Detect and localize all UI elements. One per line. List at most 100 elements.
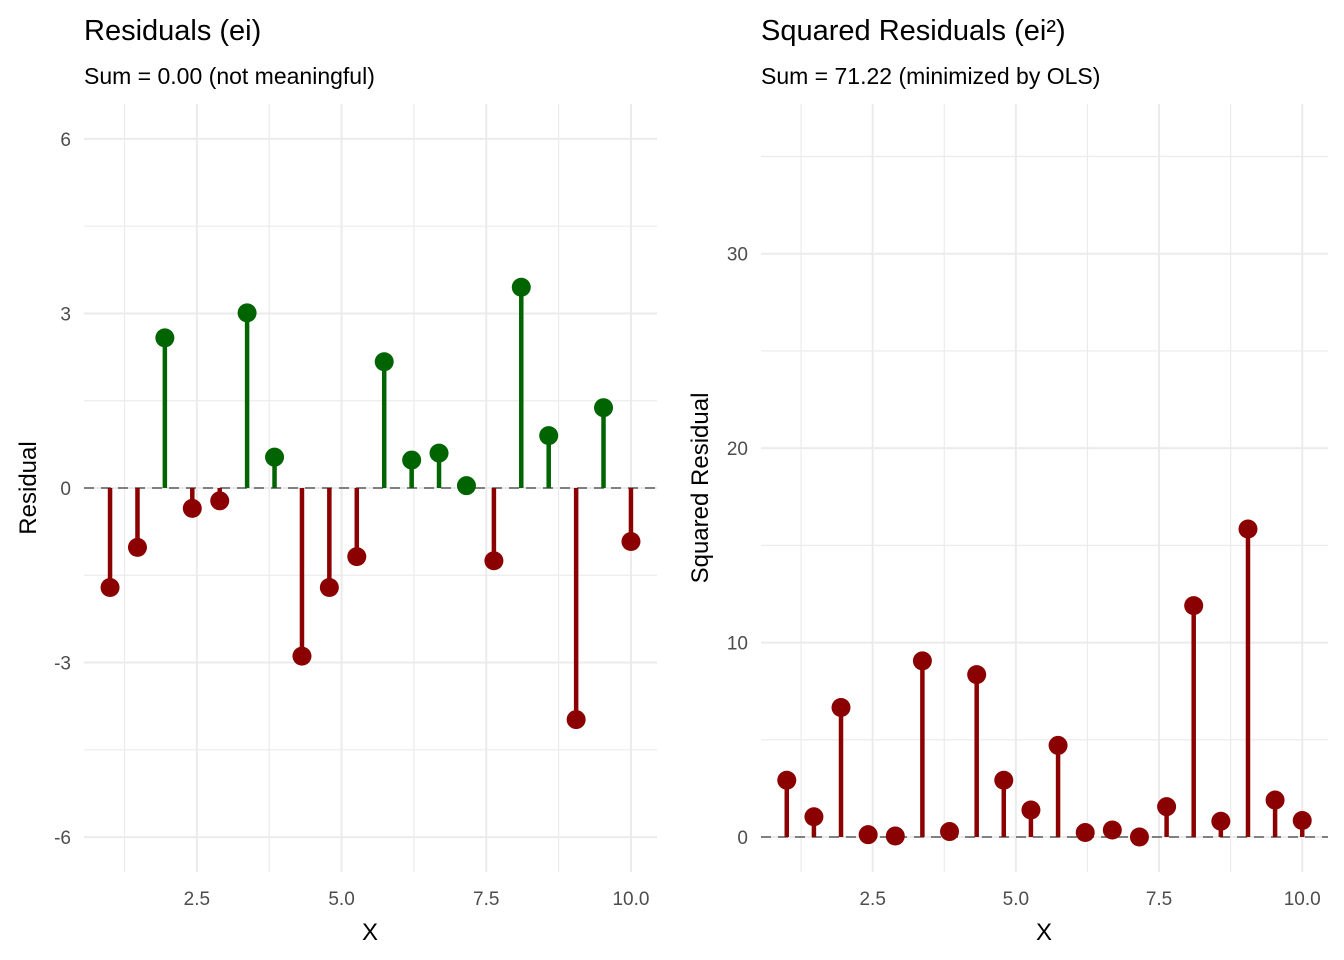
residuals-point (429, 443, 449, 488)
squared-residuals-point (885, 826, 905, 846)
squared-residuals-x-tick-label: 10.0 (1284, 889, 1321, 910)
squared-residuals-dot (1238, 519, 1258, 539)
squared-residuals-point (1075, 823, 1095, 843)
residuals-dot (484, 551, 504, 571)
residuals-dot (210, 491, 230, 511)
squared-residuals-point (994, 770, 1014, 838)
residuals-y-tick-label: -6 (54, 828, 71, 849)
residuals-point (237, 303, 257, 488)
residuals-dot (347, 547, 367, 567)
squared-residuals-title: Squared Residuals (ei²) (761, 15, 1066, 47)
residuals-dot (511, 277, 531, 297)
residuals-point (484, 488, 504, 571)
squared-residuals-dot (885, 826, 905, 846)
residuals-point (374, 352, 394, 488)
residuals-x-tick-label: 10.0 (612, 889, 649, 910)
residuals-dot (265, 447, 285, 467)
squared-residuals-dot (912, 651, 932, 671)
squared-residuals-dot (1211, 811, 1231, 831)
squared-residuals-point (912, 651, 932, 838)
squared-residuals-point (1021, 800, 1041, 838)
squared-residuals-point (967, 665, 987, 838)
squared-residuals-dot (1075, 823, 1095, 843)
squared-residuals-grid (761, 104, 1328, 872)
squared-residuals-x-tick-label: 5.0 (1003, 889, 1029, 910)
residuals-point (566, 488, 586, 730)
squared-residuals-point (1102, 820, 1122, 840)
residuals-dot (402, 450, 422, 470)
residuals-y-tick-label: 0 (60, 479, 71, 500)
residuals-dot (374, 352, 394, 372)
residuals-subtitle: Sum = 0.00 (not meaningful) (84, 63, 375, 89)
residuals-y-tick-label: 3 (60, 304, 71, 325)
residuals-dot (292, 646, 312, 666)
squared-residuals-point (1238, 519, 1258, 838)
squared-residuals-point (858, 825, 878, 845)
squared-residuals-dot (1021, 800, 1041, 820)
squared-residuals-point (804, 807, 824, 838)
residuals-dot (456, 476, 476, 496)
squared-residuals-y-tick-label: 20 (727, 439, 748, 460)
residuals-y-tick-label: -3 (54, 654, 71, 675)
residuals-point (594, 398, 614, 488)
squared-residuals-point (1211, 811, 1231, 838)
squared-residuals-y-tick-label: 30 (727, 245, 748, 266)
squared-residuals-point (1184, 596, 1204, 838)
residuals-point (347, 488, 367, 567)
squared-residuals-point (1292, 810, 1312, 838)
residuals-point (292, 488, 312, 666)
residuals-dot (621, 532, 641, 552)
squared-residuals-dot (1292, 810, 1312, 830)
squared-residuals-dot (1265, 790, 1285, 810)
squared-residuals-dot (1129, 827, 1149, 847)
residuals-point (539, 426, 559, 488)
residuals-dot (539, 426, 559, 446)
squared-residuals-dot (858, 825, 878, 845)
residuals-x-tick-label: 7.5 (473, 889, 499, 910)
residuals-dot (100, 577, 120, 597)
squared-residuals-x-ticks: 2.5 5.0 7.5 10.0 (859, 889, 1320, 910)
squared-residuals-point (1129, 827, 1149, 847)
squared-residuals-lollipops (777, 519, 1312, 847)
residuals-x-tick-label: 5.0 (328, 889, 354, 910)
residuals-title: Residuals (ei) (84, 15, 261, 47)
residuals-point (402, 450, 422, 488)
residuals-dot (429, 443, 449, 463)
squared-residuals-dot (1184, 596, 1204, 616)
squared-residuals-x-axis-title: X (1036, 919, 1052, 946)
squared-residuals-point (1265, 790, 1285, 838)
residuals-y-ticks: -6 -3 0 3 6 (54, 130, 71, 849)
squared-residuals-y-ticks: 0 10 20 30 (727, 245, 748, 849)
squared-residuals-point (1157, 797, 1177, 838)
squared-residuals-dot (804, 807, 824, 827)
squared-residuals-dot (1048, 735, 1068, 755)
residuals-dot (155, 328, 175, 348)
squared-residuals-y-axis-title: Squared Residual (687, 393, 714, 584)
squared-residuals-point (831, 698, 851, 838)
residuals-dot (319, 577, 339, 597)
residuals-point (621, 488, 641, 552)
squared-residuals-dot (967, 665, 987, 685)
squared-residuals-point (940, 822, 960, 842)
squared-residuals-y-tick-label: 0 (737, 828, 748, 849)
squared-residuals-dot (1102, 820, 1122, 840)
residuals-y-tick-label: 6 (60, 130, 71, 151)
residuals-point (210, 488, 230, 511)
squared-residuals-point (777, 770, 797, 838)
residuals-point (456, 476, 476, 496)
squared-residuals-x-tick-label: 2.5 (859, 889, 885, 910)
residuals-lollipops (100, 277, 641, 730)
residuals-point (319, 488, 339, 597)
squared-residuals-x-tick-label: 7.5 (1146, 889, 1172, 910)
residuals-y-axis-title: Residual (15, 441, 42, 534)
squared-residuals-subtitle: Sum = 71.22 (minimized by OLS) (761, 63, 1100, 89)
residuals-point (127, 488, 147, 557)
residuals-dot (127, 537, 147, 557)
residuals-point (155, 328, 175, 488)
residuals-dot (566, 710, 586, 730)
residuals-point (265, 447, 285, 488)
residuals-dot (182, 498, 202, 518)
squared-residuals-dot (940, 822, 960, 842)
squared-residuals-dot (994, 770, 1014, 790)
